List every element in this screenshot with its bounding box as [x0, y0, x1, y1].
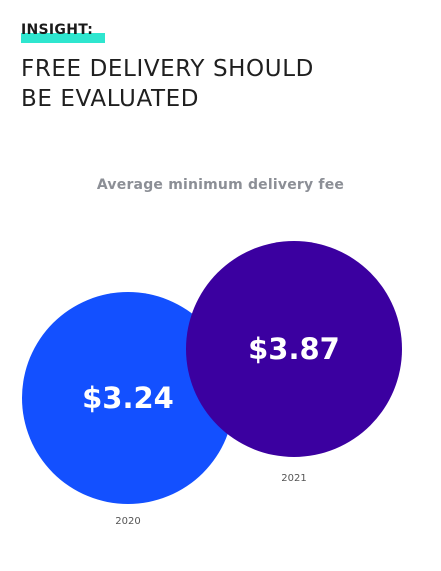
eyebrow-highlight — [21, 33, 105, 43]
bubble-2021 — [186, 241, 402, 457]
year-label-2021: 2021 — [281, 473, 306, 484]
chart-title: Average minimum delivery fee — [96, 177, 345, 193]
year-label-2020: 2020 — [115, 516, 140, 527]
bubble-value-2020: $3.24 — [82, 381, 174, 415]
headline-line-2: BE EVALUATED — [21, 86, 200, 112]
bubble-value-2021: $3.87 — [248, 332, 340, 366]
eyebrow-label: INSIGHT: — [21, 22, 94, 38]
bubble-2020 — [22, 292, 234, 504]
headline-line-1: FREE DELIVERY SHOULD — [21, 56, 314, 82]
headline: FREE DELIVERY SHOULD BE EVALUATED — [21, 54, 421, 114]
eyebrow: INSIGHT: — [21, 22, 105, 44]
